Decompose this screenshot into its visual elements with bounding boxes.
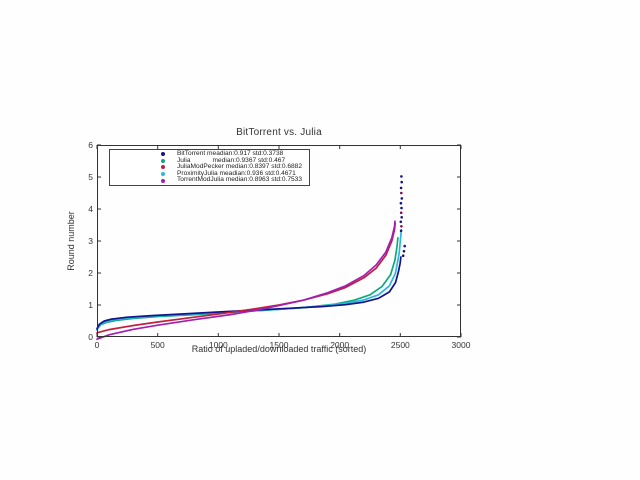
scatter-point — [399, 220, 403, 224]
legend-item-label: TorrentModJulia median:0.8963 std:0.7533 — [177, 176, 302, 184]
y-tick-label: 2 — [88, 268, 93, 278]
legend-marker-dot — [161, 165, 165, 170]
scatter-point — [400, 216, 404, 219]
scatter-point — [399, 211, 403, 215]
legend-marker-dot — [161, 152, 165, 157]
legend-box: BitTorrent meadian:0.917 std:0.3738 Juli… — [109, 149, 310, 186]
legend-item-label: Julia median:0.9367 std:0.467 — [177, 156, 286, 164]
series-line-BitTorrent — [96, 256, 402, 330]
legend-marker-dot — [161, 158, 165, 163]
scatter-point — [400, 206, 403, 210]
legend-item: JuliaModPecker median:0.8397 std:0.6882 — [110, 164, 309, 171]
scatter-point — [399, 186, 403, 190]
scatter-point — [402, 249, 406, 253]
scatter-point — [400, 191, 403, 195]
scatter-point — [400, 225, 403, 228]
series-line-TorrentModJulia — [96, 220, 396, 341]
y-tick-label: 5 — [88, 172, 93, 182]
scatter-point — [401, 254, 405, 257]
x-tick-label: 1500 — [269, 340, 289, 350]
scatter-point — [399, 229, 403, 233]
legend-item: BitTorrent meadian:0.917 std:0.3738 — [110, 150, 309, 158]
legend-item: Julia median:0.9367 std:0.467 — [110, 156, 309, 165]
legend-marker-dot — [161, 172, 165, 177]
y-tick-label: 1 — [88, 300, 93, 310]
x-tick-label: 2000 — [330, 340, 350, 350]
scatter-point — [400, 197, 404, 200]
scatter-point — [400, 180, 404, 184]
legend-item-label: BitTorrent meadian:0.917 std:0.3738 — [177, 150, 284, 157]
scatter-point — [400, 175, 403, 178]
x-tick-label: 1000 — [208, 340, 228, 350]
x-tick-label: 2500 — [390, 340, 410, 350]
x-tick-label: 500 — [150, 340, 165, 350]
x-tick-label: 3000 — [451, 340, 471, 350]
legend-item: TorrentModJulia median:0.8963 std:0.7533 — [110, 177, 309, 184]
x-axis-label: Ratio of upladed/downloaded traffic (sor… — [191, 344, 367, 354]
y-tick-label: 0 — [88, 332, 93, 342]
y-tick-label: 3 — [88, 236, 93, 246]
legend-item-label: ProximityJulia meadian:0.936 std:0.4671 — [177, 169, 296, 177]
x-tick-label: 0 — [94, 340, 100, 350]
y-tick-label: 4 — [88, 204, 93, 214]
legend-marker-dot — [161, 178, 165, 183]
scatter-point — [399, 201, 403, 205]
legend-item: ProximityJulia meadian:0.936 std:0.4671 — [110, 169, 309, 178]
chart-title: BitTorrent vs. Julia — [236, 127, 322, 138]
y-tick-label: 6 — [88, 140, 93, 150]
scatter-point — [403, 244, 407, 248]
legend-item-label: JuliaModPecker median:0.8397 std:0.6882 — [177, 163, 302, 171]
